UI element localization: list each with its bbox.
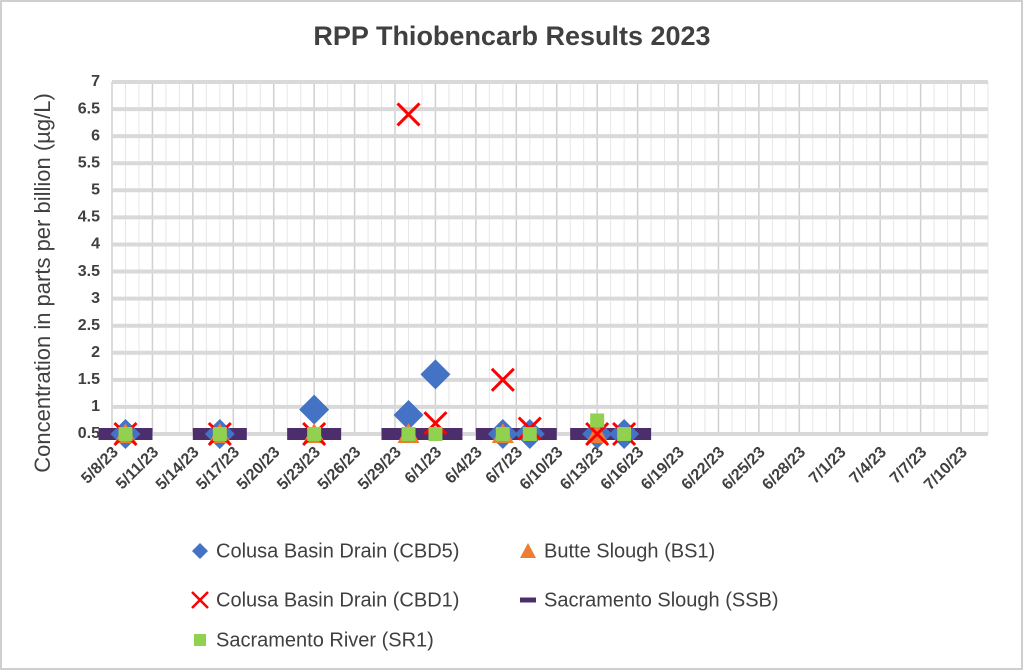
- square-marker: [522, 427, 537, 441]
- y-tick-label: 0.5: [78, 425, 100, 442]
- legend-marker: [192, 543, 208, 559]
- y-tick-label: 1: [91, 398, 100, 415]
- y-tick-label: 1.5: [78, 371, 100, 388]
- x-marker: [490, 367, 515, 392]
- legend-marker: [194, 634, 206, 646]
- diamond-marker: [299, 394, 330, 425]
- y-tick-label: 4.5: [78, 209, 100, 226]
- chart-title: RPP Thiobencarb Results 2023: [313, 21, 710, 51]
- legend-item: Sacramento Slough (SSB): [520, 589, 779, 611]
- diamond-marker: [393, 400, 424, 431]
- y-tick-label: 5: [91, 182, 100, 199]
- legend-label: Sacramento Slough (SSB): [544, 589, 779, 611]
- legend-label: Colusa Basin Drain (CBD1): [216, 589, 459, 611]
- legend-item: Colusa Basin Drain (CBD1): [191, 589, 459, 611]
- y-tick-label: 3: [91, 290, 100, 307]
- y-tick-label: 6: [91, 127, 100, 144]
- square-marker: [590, 413, 605, 428]
- legend-label: Butte Slough (BS1): [544, 540, 715, 562]
- y-tick-label: 5.5: [78, 154, 100, 171]
- x-marker: [585, 421, 610, 447]
- y-tick-label: 2: [91, 344, 100, 361]
- square-marker: [401, 427, 416, 441]
- legend-marker: [520, 597, 536, 603]
- x-marker: [423, 411, 448, 436]
- square-marker: [495, 427, 510, 441]
- y-tick-label: 6.5: [78, 100, 100, 117]
- y-tick-label: 2.5: [78, 317, 100, 334]
- x-marker: [396, 102, 421, 127]
- square-marker: [428, 427, 443, 441]
- legend-marker: [520, 543, 536, 558]
- y-axis-label: Concentration in parts per billion (µg/L…: [30, 93, 55, 473]
- square-marker: [617, 427, 632, 441]
- legend-item: Colusa Basin Drain (CBD5): [192, 540, 459, 562]
- diamond-marker: [420, 359, 451, 390]
- legend-item: Sacramento River (SR1): [194, 629, 434, 651]
- square-marker: [307, 427, 322, 441]
- y-tick-label: 7: [91, 73, 100, 90]
- legend-label: Colusa Basin Drain (CBD5): [216, 540, 459, 562]
- legend-label: Sacramento River (SR1): [216, 629, 434, 651]
- y-tick-label: 4: [91, 236, 100, 253]
- square-marker: [118, 427, 133, 441]
- y-tick-label: 3.5: [78, 263, 100, 280]
- legend-item: Butte Slough (BS1): [520, 540, 715, 562]
- legend-marker: [191, 591, 209, 609]
- square-marker: [212, 427, 227, 441]
